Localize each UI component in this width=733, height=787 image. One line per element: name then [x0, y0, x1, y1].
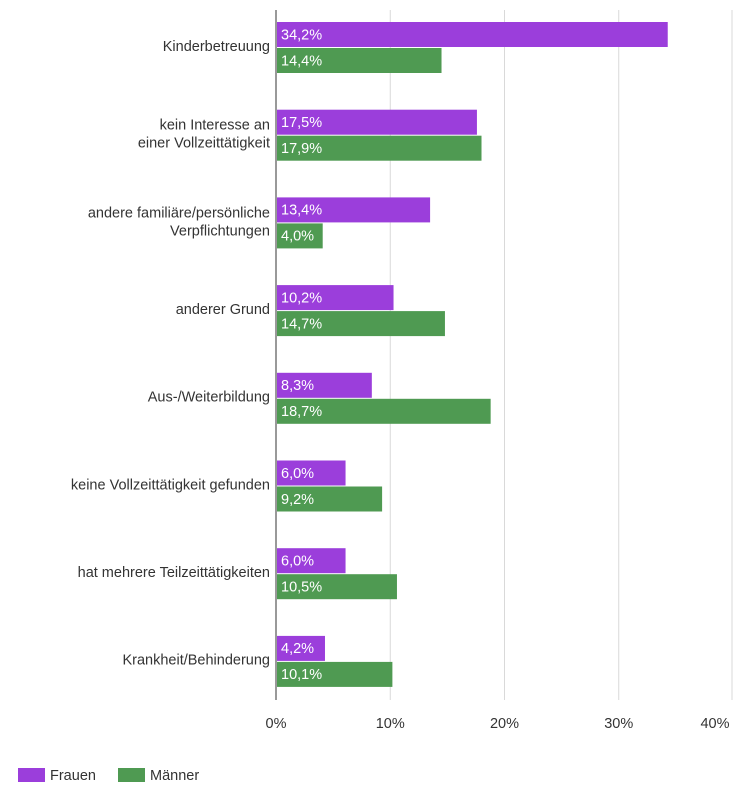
bar	[277, 22, 668, 47]
bar	[277, 661, 393, 687]
bar	[277, 574, 397, 600]
bar	[277, 311, 445, 337]
bar	[277, 398, 491, 424]
value-label: 4,2%	[281, 641, 314, 657]
value-label: 6,0%	[281, 466, 314, 482]
x-tick-label: 30%	[604, 716, 633, 732]
category-label: Aus-/Weiterbildung	[148, 390, 270, 406]
bar	[277, 548, 346, 574]
category-label: Krankheit/Behinderung	[122, 653, 270, 669]
value-label: 8,3%	[281, 378, 314, 394]
value-label: 13,4%	[281, 203, 322, 219]
value-label: 14,7%	[281, 316, 322, 332]
category-label: andere familiäre/persönliche Verpflichtun…	[88, 205, 270, 239]
value-label: 18,7%	[281, 404, 322, 420]
bar	[277, 135, 482, 161]
category-label: anderer Grund	[176, 302, 270, 318]
value-label: 14,4%	[281, 53, 322, 69]
bar	[277, 372, 372, 398]
value-label: 9,2%	[281, 492, 314, 508]
value-label: 17,9%	[281, 141, 322, 157]
bar	[277, 486, 383, 512]
value-label: 10,5%	[281, 580, 322, 596]
category-label: Kinderbetreuung	[163, 39, 270, 55]
legend-swatch	[118, 768, 145, 782]
bar	[277, 109, 477, 135]
category-label: keine Vollzeittätigkeit gefunden	[71, 477, 270, 493]
bar	[277, 48, 442, 73]
value-label: 17,5%	[281, 115, 322, 131]
value-label: 10,2%	[281, 290, 322, 306]
x-tick-label: 0%	[266, 716, 287, 732]
bar	[277, 285, 394, 311]
x-tick-label: 10%	[376, 716, 405, 732]
x-tick-label: 20%	[490, 716, 519, 732]
category-label: kein Interesse an einer Vollzeittätigkeit	[138, 118, 270, 152]
bar	[277, 635, 325, 661]
value-label: 4,0%	[281, 229, 314, 245]
x-tick-label: 40%	[700, 716, 729, 732]
bar	[277, 197, 431, 223]
value-label: 10,1%	[281, 667, 322, 683]
category-label: hat mehrere Teilzeittätigkeiten	[78, 565, 270, 581]
bar	[277, 460, 346, 486]
legend-label: Männer	[150, 768, 199, 784]
legend-label: Frauen	[50, 768, 96, 784]
value-label: 34,2%	[281, 27, 322, 43]
bar	[277, 223, 323, 249]
value-label: 6,0%	[281, 554, 314, 570]
legend-swatch	[18, 768, 45, 782]
